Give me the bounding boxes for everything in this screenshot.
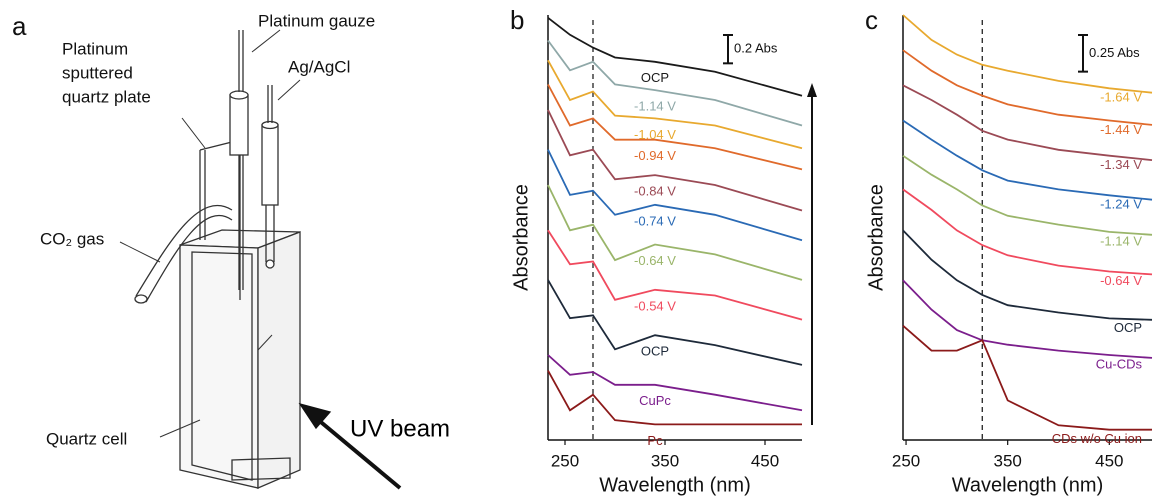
series-label: -0.64 V bbox=[634, 253, 676, 268]
series-label: -0.94 V bbox=[634, 148, 676, 163]
series-label: Pc bbox=[647, 433, 663, 448]
x-tick-label: 250 bbox=[892, 451, 920, 470]
series-label: OCP bbox=[641, 70, 669, 85]
x-axis-label: Wavelength (nm) bbox=[599, 474, 751, 496]
trend-arrow-head bbox=[807, 83, 817, 97]
spectrum-line bbox=[547, 59, 803, 150]
spectrum-line bbox=[547, 229, 803, 321]
spectrum-line bbox=[902, 279, 1153, 359]
x-tick-label: 350 bbox=[993, 451, 1021, 470]
panel-label: b bbox=[510, 5, 524, 35]
spectrum-line bbox=[547, 83, 803, 171]
spectrum-line bbox=[547, 279, 803, 366]
series-label: -1.34 V bbox=[1100, 157, 1142, 172]
spectrum-line bbox=[902, 49, 1153, 126]
spectrum-line bbox=[547, 184, 803, 281]
series-label: OCP bbox=[1114, 320, 1142, 335]
panel-label: a bbox=[12, 11, 27, 41]
x-tick-label: 350 bbox=[651, 451, 679, 470]
spectrum-line bbox=[902, 188, 1153, 276]
x-tick-label: 450 bbox=[751, 451, 779, 470]
y-axis-label: Absorbance bbox=[865, 184, 887, 291]
series-label: -1.64 V bbox=[1100, 90, 1142, 105]
diagram-label: Quartz cell bbox=[46, 429, 127, 448]
x-axis-label: Wavelength (nm) bbox=[952, 474, 1104, 496]
series-label: CDs w/o Cu ion bbox=[1052, 431, 1142, 446]
diagram bbox=[119, 29, 402, 490]
spectrum-line bbox=[902, 229, 1153, 321]
scale-bar-label: 0.25 Abs bbox=[1089, 45, 1140, 60]
diagram-label: sputtered bbox=[62, 63, 133, 82]
panel-label: c bbox=[865, 5, 878, 35]
spectrum-line bbox=[547, 370, 802, 426]
series-label: -0.74 V bbox=[634, 213, 676, 228]
series-label: -0.54 V bbox=[634, 298, 676, 313]
scale-bar-label: 0.2 Abs bbox=[734, 41, 778, 56]
spectrum-line bbox=[902, 154, 1153, 236]
diagram-label: Platinum gauze bbox=[258, 11, 375, 30]
spectrum-line bbox=[547, 149, 803, 242]
spectrum-line bbox=[902, 14, 1153, 94]
diagram-label: Platinum bbox=[62, 39, 128, 58]
series-label: -0.64 V bbox=[1100, 273, 1142, 288]
diagram-label: UV beam bbox=[350, 415, 450, 442]
series-label: -1.24 V bbox=[1100, 197, 1142, 212]
spectrum-line bbox=[902, 325, 1152, 431]
series-label: Cu-CDs bbox=[1096, 356, 1143, 371]
x-tick-label: 450 bbox=[1095, 451, 1123, 470]
diagram-label: Ag/AgCl bbox=[288, 57, 350, 76]
series-label: -0.84 V bbox=[634, 184, 676, 199]
diagram-label: CO₂ gas bbox=[40, 229, 104, 248]
spectrum-line bbox=[902, 84, 1153, 161]
spectrum-line bbox=[547, 109, 803, 212]
series-label: CuPc bbox=[639, 393, 671, 408]
spectrum-line bbox=[547, 17, 803, 97]
series-label: -1.14 V bbox=[1100, 233, 1142, 248]
x-tick-label: 250 bbox=[551, 451, 579, 470]
y-axis-label: Absorbance bbox=[510, 184, 532, 291]
spectrum-line bbox=[902, 119, 1153, 201]
spectrum-line bbox=[547, 354, 803, 412]
series-label: -1.14 V bbox=[634, 99, 676, 114]
series-label: -1.44 V bbox=[1100, 122, 1142, 137]
series-label: -1.04 V bbox=[634, 127, 676, 142]
spectrum-line bbox=[547, 39, 803, 127]
diagram-label: quartz plate bbox=[62, 87, 151, 106]
series-label: OCP bbox=[641, 344, 669, 359]
